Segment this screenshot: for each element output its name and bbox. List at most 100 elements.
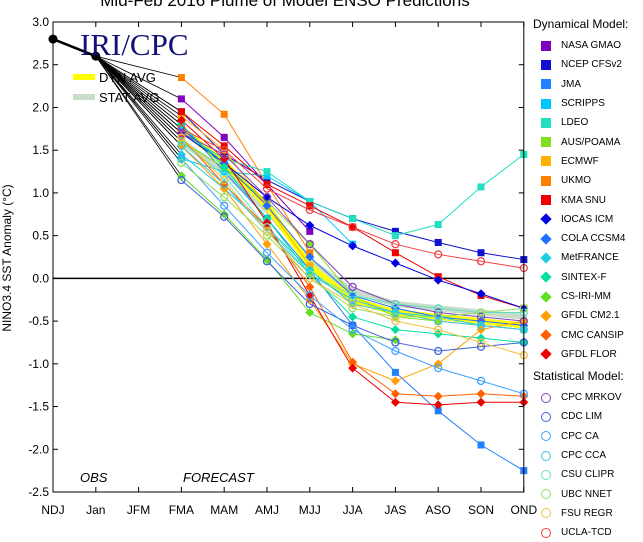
dynamical-model-list: NASA GMAO NCEP CFSv2 JMA SCRIPPS LDEO AUS/POA… bbox=[533, 36, 643, 364]
observations-series bbox=[48, 34, 101, 61]
x-tick-label: OND bbox=[510, 503, 537, 517]
legend-marker-aus-poama bbox=[541, 137, 551, 148]
obs-link-cdc-lim bbox=[95, 55, 182, 181]
marker-ukmo bbox=[177, 74, 185, 82]
legend-item-fsu-regr: FSU REGR bbox=[533, 504, 643, 523]
marker-ldeo bbox=[391, 232, 399, 240]
legend-marker-ncep-cfsv2 bbox=[541, 59, 551, 70]
legend-marker-ucla-tcd bbox=[541, 527, 551, 538]
model-markers bbox=[176, 74, 529, 475]
obs-link-kma-snu bbox=[95, 55, 182, 113]
marker-gfdl-cm2-1 bbox=[390, 376, 400, 386]
marker-ncep-cfsv2 bbox=[434, 238, 442, 246]
legend-label-ncep-cfsv2: NCEP CFSv2 bbox=[561, 59, 622, 71]
legend-label-cpc-ca: CPC CA bbox=[561, 430, 599, 442]
legend-label-cdc-lim: CDC LIM bbox=[561, 411, 603, 423]
marker-fsu-regr bbox=[262, 227, 272, 236]
obs-link-nasa-gmao bbox=[95, 55, 182, 100]
marker-cs-iri-mm bbox=[219, 209, 229, 219]
obs-link-ukmo bbox=[95, 55, 182, 78]
marker-nasa-gmao bbox=[220, 133, 228, 141]
legend-label-scripps: SCRIPPS bbox=[561, 98, 605, 110]
marker-jma bbox=[349, 321, 357, 329]
dynamical-model-heading: Dynamical Model: bbox=[533, 17, 629, 31]
marker-ubc-nnet bbox=[220, 193, 229, 202]
legend-label-sintex-f: SINTEX-F bbox=[561, 271, 607, 283]
marker-ubc-nnet bbox=[476, 308, 486, 317]
y-tick-label: 2.0 bbox=[32, 100, 49, 114]
legend-item-ldeo: LDEO bbox=[533, 113, 643, 132]
obs-link-csu-clipr bbox=[95, 55, 182, 142]
marker-cdc-lim bbox=[391, 338, 400, 347]
legend-marker-cpc-cca bbox=[541, 450, 551, 461]
legend-label-ecmwf: ECMWF bbox=[561, 155, 599, 167]
legend-label-ldeo: LDEO bbox=[561, 117, 589, 129]
marker-ncep-cfsv2 bbox=[263, 176, 271, 184]
marker-fsu-regr bbox=[434, 325, 443, 334]
marker-nasa-gmao bbox=[177, 95, 185, 103]
y-tick-label: -1.0 bbox=[28, 357, 49, 371]
marker-cdc-lim bbox=[220, 212, 229, 221]
obs-link-cpc-ca bbox=[95, 55, 182, 159]
legend-marker-ubc-nnet bbox=[541, 489, 551, 500]
legend-item-ukmo: UKMO bbox=[533, 171, 643, 190]
marker-gfdl-flor bbox=[476, 397, 486, 407]
legend-item-cdc-lim: CDC LIM bbox=[533, 407, 643, 426]
legend-item-ecmwf: ECMWF bbox=[533, 152, 643, 171]
x-tick-label: ASO bbox=[426, 503, 451, 517]
x-tick-label: JFM bbox=[127, 503, 150, 517]
marker-gfdl-cm2-1 bbox=[262, 239, 272, 249]
marker-cmc-cansip bbox=[476, 389, 486, 399]
marker-ubc-nnet bbox=[434, 312, 443, 321]
legend-marker-nasa-gmao bbox=[541, 40, 551, 51]
obs-link-cpc-cca bbox=[95, 55, 182, 147]
enso-plume-chart: Mid-Feb 2016 Plume of Model ENSO Predict… bbox=[0, 0, 537, 517]
legend-marker-cdc-lim bbox=[541, 411, 551, 422]
legend-marker-cpc-mrkov bbox=[541, 392, 551, 403]
legend-item-scripps: SCRIPPS bbox=[533, 94, 643, 113]
marker-fsu-regr bbox=[391, 316, 400, 326]
marker-ucla-tcd bbox=[391, 240, 400, 249]
marker-ucla-tcd bbox=[262, 184, 272, 193]
y-tick-label: 0.5 bbox=[32, 229, 49, 243]
marker-jma bbox=[477, 441, 485, 449]
legend-item-iocas-icm: IOCAS ICM bbox=[533, 210, 643, 229]
marker-cmc-cansip bbox=[433, 391, 443, 401]
marker-cpc-ca bbox=[348, 325, 357, 334]
average-legend: DYN AVG STAT AVG bbox=[73, 70, 159, 105]
legend-item-cmc-cansip: CMC CANSIP bbox=[533, 325, 643, 344]
marker-cpc-cca bbox=[220, 180, 229, 189]
legend-marker-ecmwf bbox=[541, 156, 551, 167]
marker-csu-clipr bbox=[434, 304, 443, 313]
legend-item-csu-clipr: CSU CLIPR bbox=[533, 465, 643, 484]
legend-label-gfdl-flor: GFDL FLOR bbox=[561, 348, 617, 360]
marker-csu-clipr bbox=[220, 171, 229, 180]
marker-ldeo bbox=[434, 221, 442, 229]
marker-cmc-cansip bbox=[390, 389, 400, 399]
legend-item-ubc-nnet: UBC NNET bbox=[533, 485, 643, 504]
model-legend: Dynamical Model: NASA GMAO NCEP CFSv2 JMA S… bbox=[533, 14, 643, 542]
marker-cdc-lim bbox=[434, 346, 443, 356]
obs-link-metfrance bbox=[95, 55, 182, 155]
legend-item-cpc-cca: CPC CCA bbox=[533, 446, 643, 465]
legend-item-kma-snu: KMA SNU bbox=[533, 190, 643, 209]
obs-to-forecast-lines bbox=[95, 55, 182, 181]
obs-link-ecmwf bbox=[95, 55, 182, 117]
legend-marker-cs-iri-mm bbox=[540, 290, 552, 303]
y-tick-label: -2.0 bbox=[28, 442, 49, 456]
marker-cs-iri-mm bbox=[262, 255, 272, 265]
legend-label-ukmo: UKMO bbox=[561, 175, 591, 187]
obs-link-gfdl-flor bbox=[95, 55, 182, 121]
legend-marker-cmc-cansip bbox=[540, 329, 552, 341]
legend-item-cs-iri-mm: CS-IRI-MM bbox=[533, 287, 643, 306]
marker-cpc-mrkov bbox=[348, 282, 357, 292]
marker-jma bbox=[391, 368, 399, 376]
marker-sintex-f bbox=[348, 312, 358, 322]
model-line-ecmwf bbox=[181, 115, 311, 266]
marker-csu-clipr bbox=[348, 291, 357, 300]
marker-scripps bbox=[263, 172, 271, 180]
marker-csu-clipr bbox=[305, 269, 314, 279]
model-line-cpc-mrkov bbox=[181, 132, 524, 322]
model-line-ukmo bbox=[181, 77, 311, 253]
marker-ucla-tcd bbox=[476, 257, 486, 266]
